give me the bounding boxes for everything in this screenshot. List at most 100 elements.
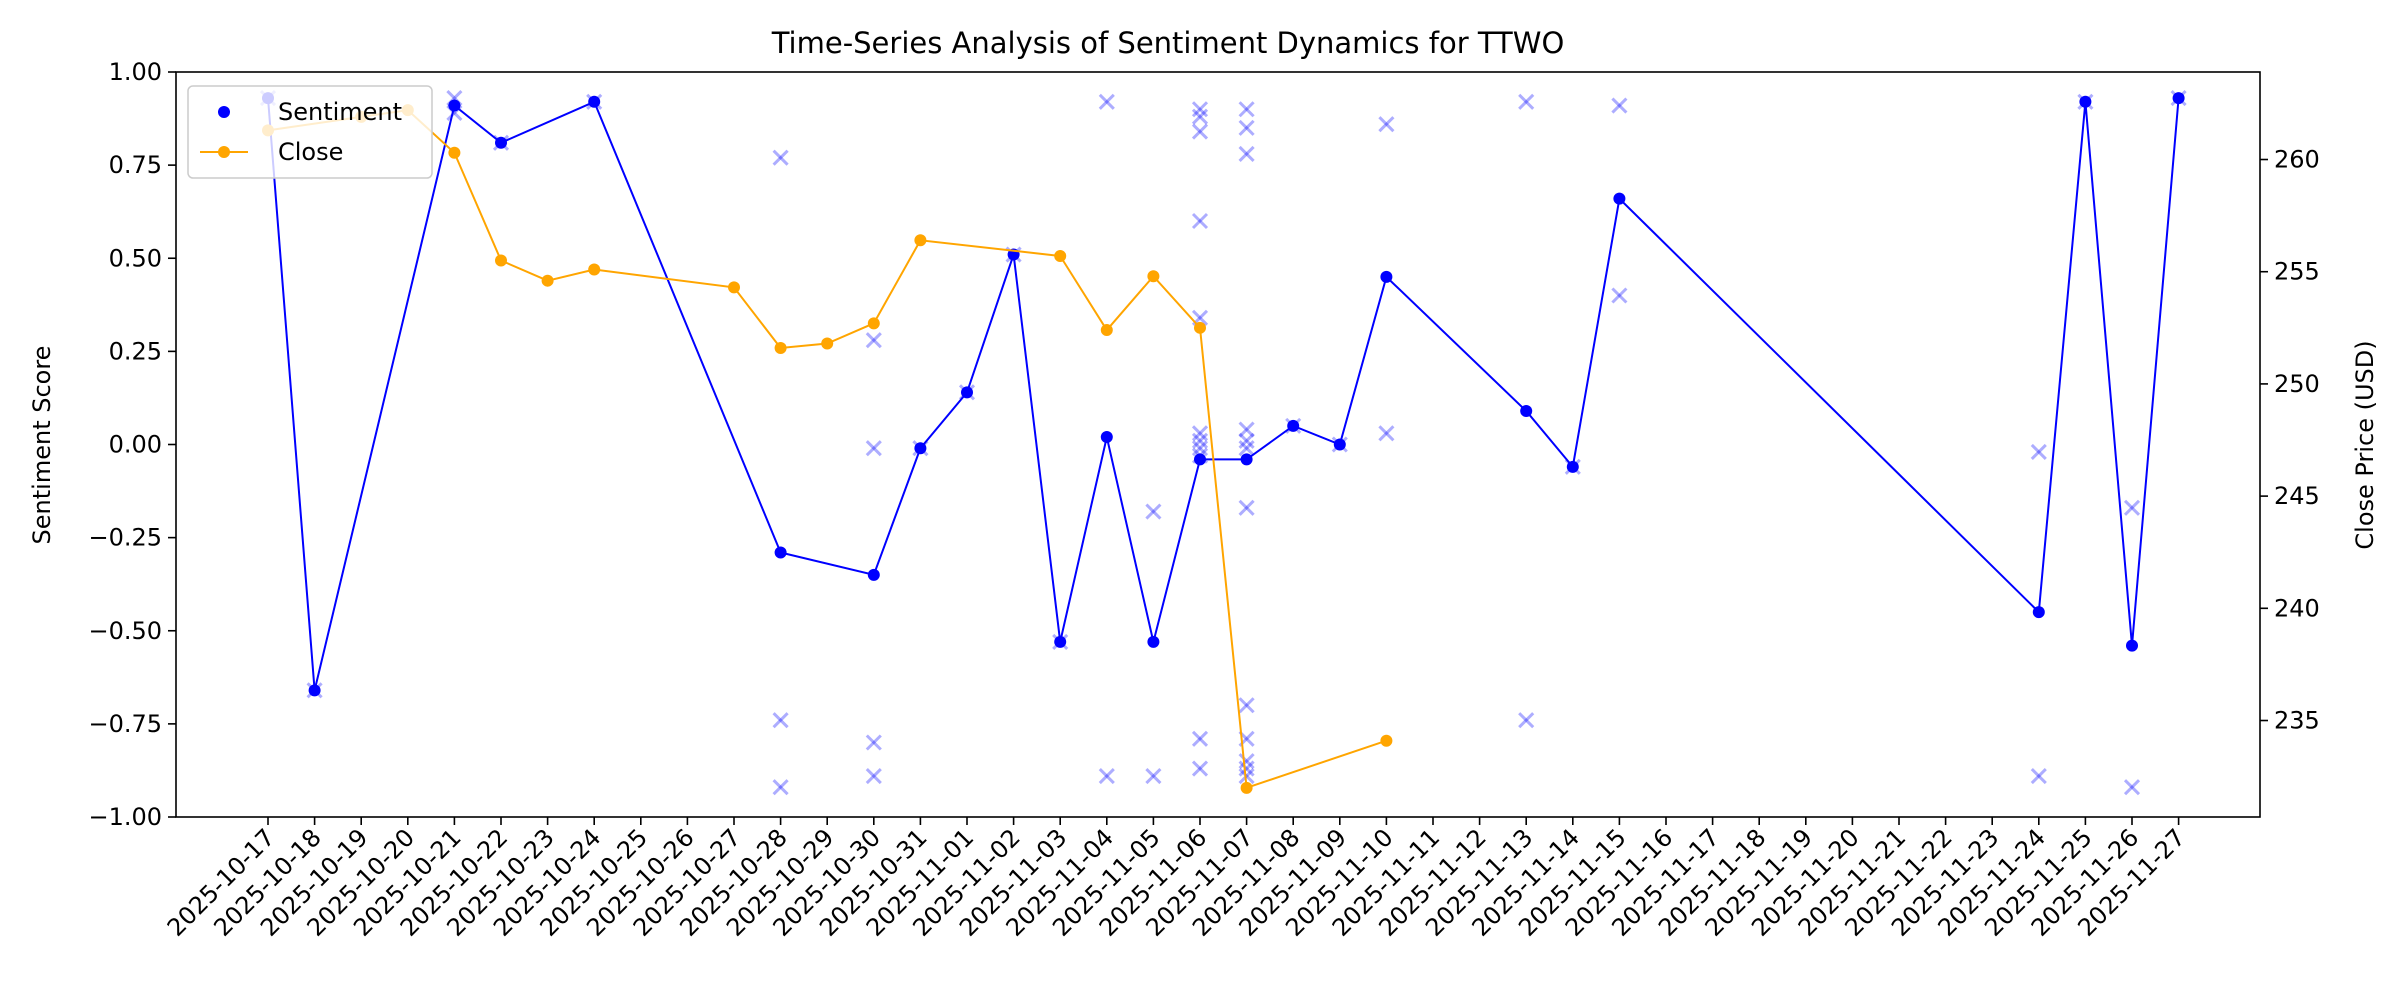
raw-score-stroke [1191, 760, 1209, 777]
raw-score-stroke [1191, 425, 1209, 442]
close-point [1380, 734, 1393, 747]
sentiment-point [1194, 453, 1206, 466]
raw-score-stroke [1238, 432, 1255, 449]
raw-score-stroke [1098, 93, 1115, 110]
raw-score-stroke [1145, 503, 1162, 520]
raw-score-stroke [2030, 443, 2047, 461]
raw-score-stroke [865, 332, 882, 349]
raw-score-stroke [1238, 119, 1255, 136]
sentiment-point [774, 546, 787, 559]
raw-score-stroke [1611, 287, 1628, 304]
close-point [728, 281, 740, 294]
close-point [1240, 781, 1253, 794]
plot-area [175, 71, 2261, 818]
raw-score-stroke [1191, 309, 1209, 326]
close-point [774, 342, 787, 355]
raw-score-stroke [865, 767, 882, 785]
raw-score-marker [1378, 425, 1395, 442]
raw-score-stroke [865, 734, 882, 751]
raw-score-stroke [2030, 767, 2047, 785]
raw-score-stroke [1191, 425, 1209, 442]
left-y-tick-label: 0.00 [109, 431, 162, 459]
sentiment-point [448, 99, 461, 112]
raw-score-stroke [1238, 421, 1255, 438]
close-point [495, 254, 507, 267]
raw-score-stroke [772, 779, 789, 796]
left-y-axis: 1.00 0.75 0.50 0.25 0.00 −0.25 −0.50 −0.75 −1.00 [88, 58, 176, 831]
raw-score-stroke [865, 767, 882, 785]
left-y-tick-label: 0.50 [109, 244, 162, 272]
legend-label-close: Close [278, 138, 343, 166]
raw-score-stroke [2123, 499, 2141, 516]
close-point [821, 337, 834, 350]
close-point [541, 274, 554, 287]
raw-score-stroke [1611, 97, 1628, 114]
x-axis: 2025-10-172025-10-182025-10-192025-10-20… [162, 817, 2191, 942]
raw-score-stroke [865, 440, 882, 457]
raw-score-marker [2030, 767, 2047, 785]
sentiment-point [308, 684, 321, 697]
raw-score-marker [1145, 503, 1162, 520]
raw-score-stroke [1191, 212, 1209, 230]
raw-score-marker [1238, 432, 1255, 449]
sentiment-point [961, 386, 973, 399]
raw-score-stroke [1145, 767, 1162, 785]
close-point [1054, 250, 1067, 263]
raw-score-stroke [865, 440, 882, 457]
raw-score-stroke [1518, 93, 1535, 110]
raw-score-marker [1238, 145, 1255, 163]
chart-title: Time-Series Analysis of Sentiment Dynami… [771, 26, 1565, 60]
raw-score-stroke [1191, 440, 1209, 457]
sentiment-point [2172, 92, 2185, 105]
raw-score-stroke [1238, 119, 1255, 136]
raw-score-marker [1238, 440, 1255, 457]
sentiment-point [914, 442, 927, 455]
right-y-tick-label: 260 [2274, 146, 2320, 174]
raw-score-stroke [1098, 767, 1115, 785]
raw-score-marker [1191, 101, 1209, 118]
legend-marker-close [218, 146, 230, 158]
left-y-tick-label: 0.25 [109, 337, 162, 365]
raw-score-stroke [1145, 767, 1162, 785]
raw-score-stroke [2030, 767, 2047, 785]
raw-score-stroke [1518, 712, 1535, 729]
raw-score-marker [865, 440, 882, 457]
raw-score-marker [1611, 287, 1628, 304]
raw-score-marker [1191, 123, 1209, 140]
right-y-axis: 260 255 250 245 240 235 [2260, 146, 2320, 735]
left-y-tick-label: −0.25 [88, 524, 162, 552]
sentiment-point [1520, 404, 1533, 417]
sentiment-point [1100, 431, 1113, 444]
raw-score-stroke [772, 712, 789, 729]
raw-score-marker [865, 734, 882, 751]
raw-score-stroke [1238, 499, 1255, 516]
raw-score-marker [1191, 432, 1209, 449]
raw-score-stroke [1238, 145, 1255, 163]
raw-score-marker [1238, 421, 1255, 438]
left-y-tick-label: −0.50 [88, 617, 162, 645]
raw-score-stroke [1098, 767, 1115, 785]
raw-score-marker [1191, 425, 1209, 442]
left-y-tick-label: −1.00 [88, 803, 162, 831]
left-y-tick-label: −0.75 [88, 710, 162, 738]
sentiment-point [2032, 606, 2045, 619]
raw-score-marker [1098, 93, 1115, 110]
raw-score-marker [2030, 443, 2047, 461]
raw-score-marker [1145, 767, 1162, 785]
sentiment-point [495, 136, 507, 149]
raw-score-marker [1238, 753, 1255, 770]
raw-score-stroke [1518, 712, 1535, 729]
raw-score-marker [1191, 760, 1209, 777]
sentiment-point [1333, 438, 1346, 451]
close-point [914, 234, 927, 247]
raw-score-stroke [1191, 123, 1209, 140]
raw-score-marker [1191, 108, 1209, 125]
raw-score-marker [865, 332, 882, 349]
raw-score-stroke [1611, 97, 1628, 114]
raw-score-stroke [1191, 108, 1209, 125]
raw-score-stroke [1238, 432, 1255, 449]
raw-score-stroke [1378, 425, 1395, 442]
raw-score-marker [1238, 697, 1255, 714]
raw-score-stroke [1191, 432, 1209, 449]
right-y-tick-label: 240 [2274, 594, 2320, 622]
